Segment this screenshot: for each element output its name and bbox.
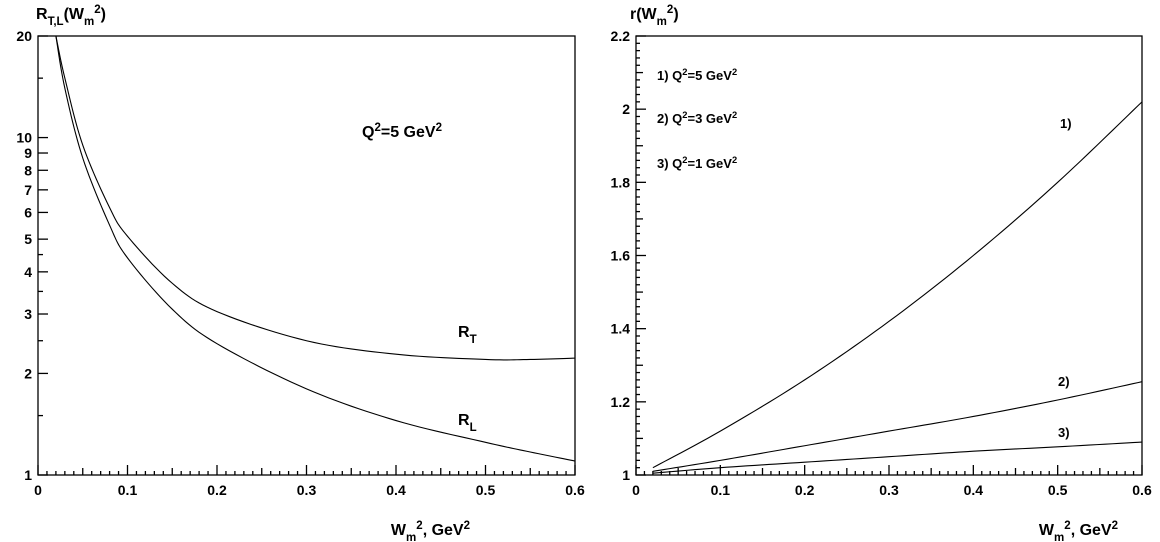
left-y-tick-label: 10 — [16, 130, 32, 146]
left-x-tick-label: 0.2 — [207, 482, 227, 498]
left-series-label: RL — [458, 412, 477, 434]
left-y-axis-title: RT,L(Wm2) — [36, 4, 106, 28]
right-y-tick-label: 2 — [622, 101, 630, 117]
right-x-tick-label: 0.2 — [795, 482, 815, 498]
left-series-label: RT — [458, 324, 477, 346]
left-y-tick-label: 8 — [24, 162, 32, 178]
left-y-tick-label: 1 — [24, 467, 32, 483]
right-x-tick-label: 0 — [632, 482, 640, 498]
left-x-tick-label: 0.3 — [297, 482, 317, 498]
right-y-tick-label: 2.2 — [611, 28, 631, 44]
left-y-tick-label: 3 — [24, 306, 32, 322]
left-annotation: Q2=5 GeV2 — [362, 122, 442, 141]
right-series-label: 2) — [1058, 374, 1070, 389]
left-series-line — [56, 36, 575, 360]
right-series-label: 1) — [1060, 116, 1072, 131]
right-x-axis-title: Wm2, GeV2 — [1039, 520, 1118, 542]
right-legend-entry: 3) Q2=1 GeV2 — [657, 155, 737, 171]
right-plot-frame — [636, 36, 1142, 475]
right-series-line — [653, 442, 1142, 473]
left-plot-frame — [38, 36, 575, 475]
right-legend-entry: 2) Q2=3 GeV2 — [657, 110, 737, 126]
left-y-tick-label: 20 — [16, 28, 32, 44]
right-y-tick-label: 1.6 — [611, 248, 631, 264]
left-x-tick-label: 0.5 — [476, 482, 496, 498]
left-x-tick-label: 0.6 — [565, 482, 585, 498]
right-y-axis-title: r(Wm2) — [630, 4, 679, 28]
right-y-tick-label: 1 — [622, 467, 630, 483]
left-y-tick-label: 6 — [24, 204, 32, 220]
left-y-tick-label: 7 — [24, 182, 32, 198]
left-y-tick-label: 5 — [24, 231, 32, 247]
left-series-line — [56, 36, 575, 461]
right-x-tick-label: 0.1 — [711, 482, 731, 498]
right-x-tick-label: 0.6 — [1132, 482, 1152, 498]
left-y-tick-label: 4 — [24, 264, 32, 280]
right-legend-entry: 1) Q2=5 GeV2 — [657, 67, 737, 83]
right-series-label: 3) — [1058, 425, 1070, 440]
right-x-tick-label: 0.4 — [964, 482, 984, 498]
right-y-tick-label: 1.8 — [611, 174, 631, 190]
left-y-tick-label: 9 — [24, 145, 32, 161]
right-y-tick-label: 1.2 — [611, 394, 631, 410]
left-x-axis-title: Wm2, GeV2 — [391, 520, 470, 542]
right-x-tick-label: 0.3 — [879, 482, 899, 498]
right-y-tick-label: 1.4 — [611, 321, 631, 337]
left-x-tick-label: 0.1 — [118, 482, 138, 498]
right-chart: 0 0.1 0.2 0.3 0.4 0.5 0.6 1 1.2 1.4 1.6 1.8 2 2.2r(Wm… — [611, 4, 1152, 542]
left-y-tick-label: 2 — [24, 365, 32, 381]
left-x-tick-label: 0.4 — [386, 482, 406, 498]
right-x-tick-label: 0.5 — [1048, 482, 1068, 498]
left-x-tick-label: 0 — [34, 482, 42, 498]
